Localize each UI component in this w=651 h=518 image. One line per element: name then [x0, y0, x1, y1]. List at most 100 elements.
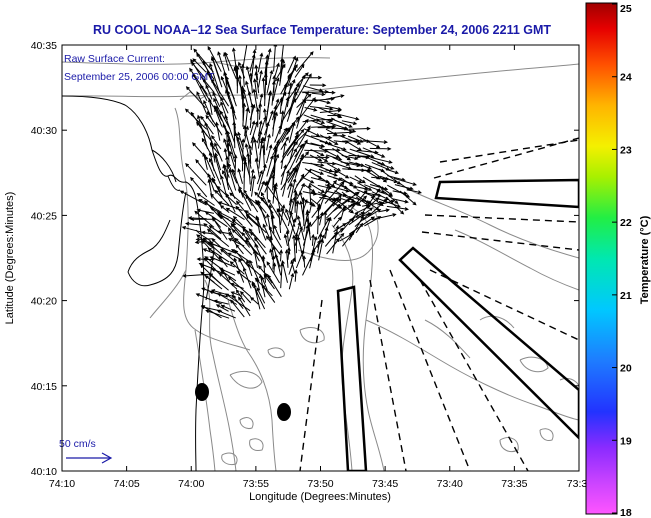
current-arrow: [223, 71, 230, 99]
y-tick-label: 40:30: [31, 125, 57, 137]
current-arrow: [230, 299, 245, 318]
current-arrow: [195, 293, 223, 305]
x-tick-label: 73:55: [243, 478, 269, 490]
current-arrow: [309, 201, 314, 214]
current-arrow: [355, 222, 364, 234]
current-arrow: [263, 72, 268, 107]
current-arrow: [310, 142, 326, 148]
current-arrow: [261, 255, 266, 283]
current-arrow: [225, 75, 237, 107]
current-arrow: [212, 91, 221, 108]
current-arrow: [266, 69, 274, 94]
current-arrow: [286, 91, 298, 122]
current-arrow: [264, 168, 275, 193]
current-arrow: [202, 237, 223, 255]
current-arrow: [233, 154, 238, 177]
current-arrow: [310, 148, 325, 157]
current-arrow: [323, 210, 328, 226]
current-arrow: [242, 267, 252, 289]
current-arrow: [266, 133, 271, 151]
current-arrow: [334, 112, 360, 121]
current-arrow: [192, 72, 208, 102]
current-arrow: [271, 174, 276, 191]
current-arrow: [301, 196, 306, 227]
current-arrow: [196, 91, 208, 115]
site-marker-east: [277, 403, 291, 421]
current-arrow: [248, 144, 252, 164]
current-arrow: [349, 184, 369, 191]
current-arrow: [220, 96, 229, 114]
current-arrow: [288, 151, 310, 177]
current-arrow: [241, 138, 246, 172]
current-note-line2: September 25, 2006 00:00 GMT: [64, 71, 215, 83]
current-arrow: [254, 236, 267, 255]
current-arrow: [207, 247, 230, 263]
current-arrow: [326, 163, 342, 172]
current-arrow: [309, 154, 323, 162]
y-tick-label: 40:20: [31, 296, 57, 308]
current-arrow: [242, 102, 247, 127]
current-arrow: [288, 272, 295, 290]
current-arrow: [202, 248, 215, 255]
map-background: [62, 45, 579, 471]
current-arrow: [293, 188, 298, 213]
current-arrow: [205, 114, 216, 128]
current-arrow: [228, 227, 237, 242]
current-arrow: [294, 63, 305, 78]
current-arrow: [348, 189, 368, 213]
current-arrow: [324, 180, 345, 204]
current-arrow: [266, 144, 273, 164]
current-arrow: [251, 135, 256, 151]
x-tick-label: 73:40: [437, 478, 463, 490]
current-arrow: [283, 233, 288, 247]
current-arrow: [340, 206, 346, 220]
current-arrow: [296, 74, 306, 93]
current-arrow: [267, 198, 281, 220]
current-arrow: [258, 139, 264, 169]
current-arrow: [339, 135, 362, 145]
current-arrow: [364, 216, 382, 227]
current-arrow: [295, 72, 309, 87]
x-tick-label: 74:05: [113, 478, 139, 490]
current-arrow: [198, 199, 222, 213]
current-arrow: [326, 237, 340, 255]
current-arrow: [234, 237, 253, 256]
current-arrow: [265, 235, 281, 255]
colorbar-label: Temperature (°C): [639, 215, 651, 304]
current-arrow: [266, 261, 281, 284]
current-note-line1: Raw Surface Current:: [64, 53, 165, 65]
current-arrow: [214, 189, 230, 206]
current-arrow: [268, 203, 275, 234]
current-arrow: [219, 205, 230, 213]
current-arrow: [280, 262, 284, 289]
figure-title: RU COOL NOAA–12 Sea Surface Temperature:…: [93, 23, 551, 37]
current-arrow: [261, 191, 275, 219]
current-arrow: [318, 168, 338, 177]
dashed-boundaries: [299, 137, 579, 471]
current-arrow: [407, 189, 422, 194]
current-arrow: [206, 70, 222, 100]
current-arrow: [325, 203, 341, 219]
map-plot-area: 50 cm/s Raw Surface Current: September 2…: [59, 44, 580, 472]
current-arrow: [217, 293, 238, 305]
current-arrow: [288, 121, 296, 143]
current-arrow: [274, 124, 282, 143]
current-arrow: [208, 97, 213, 115]
current-arrow: [208, 157, 222, 185]
current-arrow: [385, 168, 400, 175]
current-arrow: [287, 196, 296, 227]
current-arrow: [303, 114, 326, 124]
current-arrow: [254, 157, 260, 178]
current-arrow: [317, 184, 332, 190]
current-arrow: [331, 227, 344, 240]
current-arrow: [224, 114, 235, 143]
current-arrow: [370, 156, 393, 164]
current-arrow: [271, 255, 276, 270]
current-arrow: [255, 215, 267, 241]
current-arrow: [249, 103, 255, 129]
current-arrow: [227, 252, 245, 262]
current-arrow: [185, 221, 206, 226]
current-arrow: [325, 94, 345, 100]
current-arrow: [245, 236, 260, 262]
current-arrow: [249, 120, 256, 136]
